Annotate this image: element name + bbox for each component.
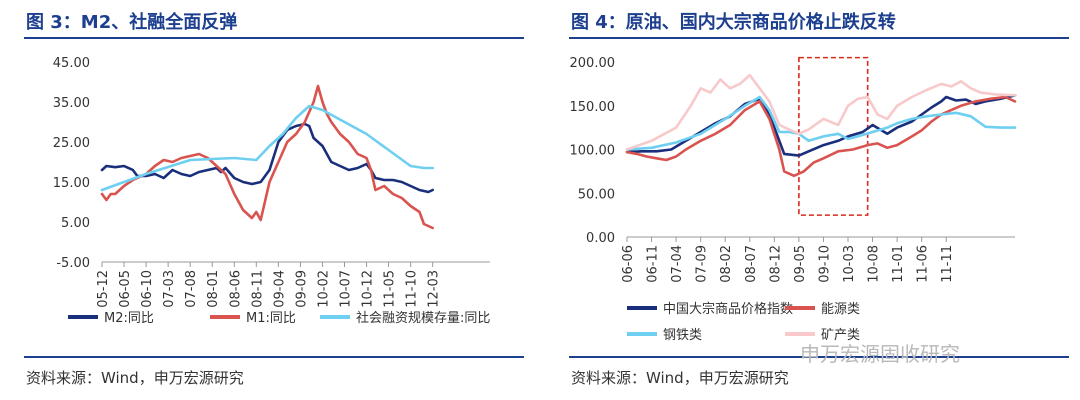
x-tick-label: 07-08 <box>184 270 199 308</box>
x-tick-label: 06-11 <box>646 245 661 283</box>
title-rule <box>569 37 1069 39</box>
y-tick-label: 45.00 <box>53 56 90 71</box>
legend-label: M2:同比 <box>104 311 154 326</box>
y-tick-label: 35.00 <box>53 96 90 111</box>
x-tick-label: 08-11 <box>250 270 265 308</box>
y-tick-label: -5.00 <box>56 256 90 271</box>
x-tick-label: 11-10 <box>405 270 420 308</box>
x-tick-label: 10-07 <box>339 270 354 308</box>
y-tick-label: 0.00 <box>586 231 615 246</box>
x-tick-label: 11-11 <box>940 245 955 283</box>
y-tick-label: 50.00 <box>578 187 615 202</box>
x-tick-label: 10-08 <box>867 245 882 283</box>
x-tick-label: 11-05 <box>383 270 398 308</box>
chart-title: 图 4：原油、国内大宗商品价格止跌反转 <box>571 12 896 33</box>
y-tick-label: 5.00 <box>61 216 90 231</box>
series-line <box>100 84 434 230</box>
x-tick-label: 09-04 <box>272 270 287 308</box>
x-tick-label: 06-06 <box>621 245 636 283</box>
highlight-box <box>798 56 869 216</box>
y-tick-label: 25.00 <box>53 136 90 151</box>
x-tick-label: 08-06 <box>228 270 243 308</box>
title-rule <box>24 37 524 39</box>
x-tick-label: 10-03 <box>842 245 857 283</box>
y-tick-label: 15.00 <box>53 176 90 191</box>
x-tick-label: 08-01 <box>206 270 221 308</box>
legend-label: 中国大宗商品价格指数 <box>663 301 793 317</box>
x-tick-label: 08-12 <box>768 245 783 283</box>
legend-label: 矿产类 <box>821 328 860 343</box>
x-tick-label: 09-09 <box>294 270 309 308</box>
x-tick-label: 06-10 <box>140 270 155 308</box>
series-line <box>625 73 1017 151</box>
series-line <box>100 122 434 194</box>
x-tick-label: 07-03 <box>162 270 177 308</box>
x-tick-label: 12-03 <box>427 270 442 308</box>
y-tick-label: 100.00 <box>570 144 616 159</box>
x-tick-label: 10-12 <box>361 270 376 308</box>
legend-label: 社会融资规模存量:同比 <box>356 310 490 326</box>
chart-title: 图 3：M2、社融全面反弹 <box>26 12 238 33</box>
series-line <box>625 95 1017 151</box>
x-tick-label: 08-02 <box>719 245 734 283</box>
source-rule <box>569 356 1069 358</box>
x-tick-label: 07-09 <box>695 245 710 283</box>
x-tick-label: 05-12 <box>96 270 111 308</box>
legend-label: 能源类 <box>821 302 860 317</box>
line-chart-commodity-index: 200.00 150.00 100.00 50.00 0.00 06-06 06-11 07-… <box>570 56 1017 343</box>
y-tick-label: 150.00 <box>570 100 616 115</box>
series-line <box>100 104 434 192</box>
y-tick-label: 200.00 <box>570 56 616 71</box>
x-tick-label: 09-10 <box>817 245 832 283</box>
watermark-text: 申万宏源固收研究 <box>800 342 960 366</box>
line-chart-m2-m1-tsf: 45.00 35.00 25.00 15.00 5.00 -5.00 05-12 06-05 0… <box>53 56 491 326</box>
chart-panel-1: 图 3：M2、社融全面反弹 45.00 35.00 25.00 15.00 5.00 -5… <box>0 0 535 400</box>
source-note: 资料来源：Wind，申万宏源研究 <box>26 369 244 387</box>
series-line <box>625 94 1017 157</box>
x-tick-label: 06-05 <box>118 270 133 308</box>
x-tick-label: 07-04 <box>670 245 685 283</box>
x-tick-label: 11-06 <box>916 245 931 283</box>
x-tick-label: 10-02 <box>316 270 331 308</box>
chart-panel-2: 图 4：原油、国内大宗商品价格止跌反转 200.00 150.00 100.00 50… <box>545 0 1080 400</box>
legend-label: M1:同比 <box>246 311 296 326</box>
source-rule <box>24 356 524 358</box>
legend-label: 钢铁类 <box>663 328 702 343</box>
source-note: 资料来源：Wind，申万宏源研究 <box>571 369 789 387</box>
x-tick-label: 09-05 <box>793 245 808 283</box>
x-tick-label: 08-07 <box>744 245 759 283</box>
x-tick-label: 11-01 <box>891 245 906 283</box>
